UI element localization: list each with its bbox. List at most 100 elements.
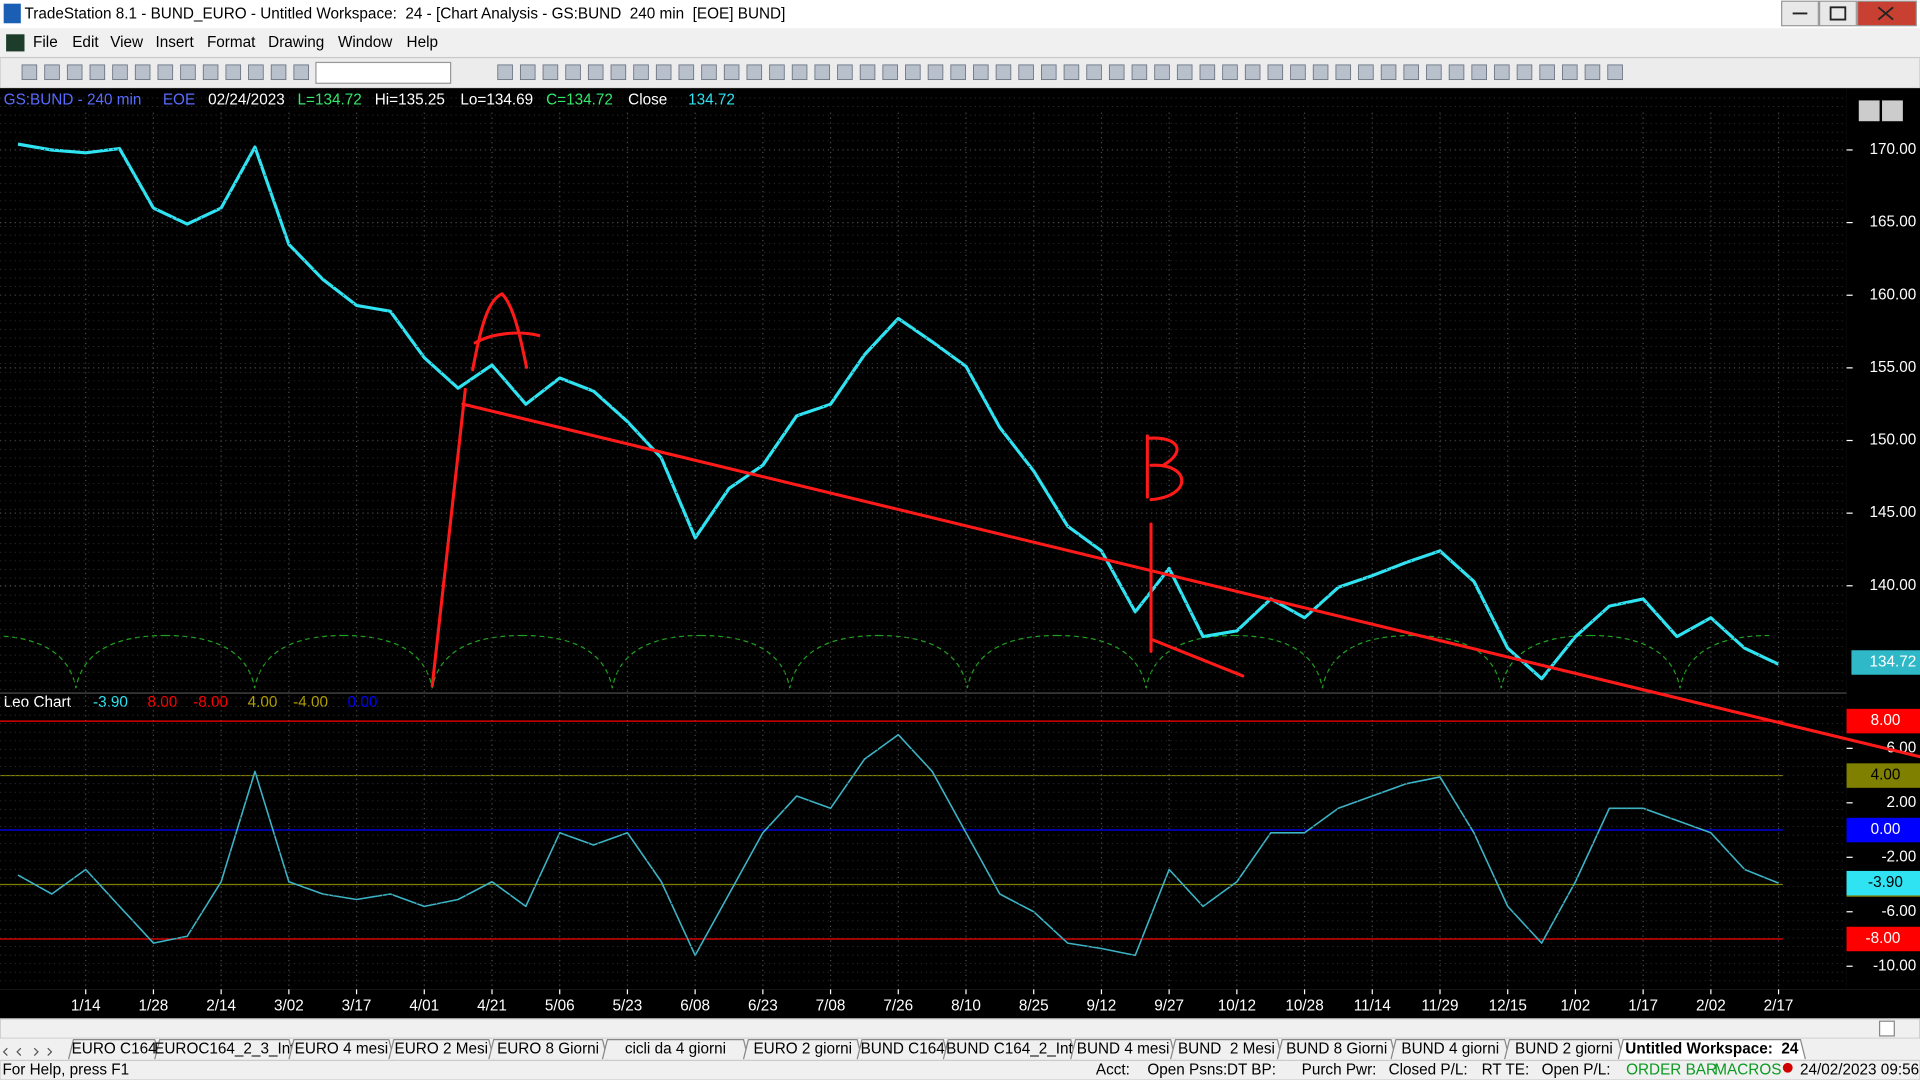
toolbar-button[interactable] [859, 64, 876, 81]
scroll-bar[interactable] [0, 1018, 1920, 1039]
toolbar-button[interactable] [202, 64, 219, 81]
toolbar-dropdown[interactable] [315, 61, 452, 84]
toolbar-button[interactable] [1131, 64, 1148, 81]
toolbar-button[interactable] [1199, 64, 1216, 81]
toolbar-button[interactable] [1176, 64, 1193, 81]
toolbar-button[interactable] [610, 64, 627, 81]
toolbar-button[interactable] [1290, 64, 1306, 81]
toolbar-button[interactable] [655, 64, 672, 81]
tab-label[interactable]: BUND C164 [861, 1040, 946, 1057]
tab-label[interactable]: BUND 4 mesi [1077, 1040, 1170, 1057]
toolbar-button[interactable] [791, 64, 808, 81]
toolbar-button[interactable] [1426, 64, 1442, 81]
toolbar-button[interactable] [950, 64, 966, 81]
tab-label[interactable]: BUND 4 giorni [1401, 1040, 1499, 1057]
toolbar-button[interactable] [927, 64, 944, 81]
toolbar-button[interactable] [519, 64, 536, 81]
menu-item[interactable]: Insert [156, 34, 195, 51]
toolbar-button[interactable] [89, 64, 106, 81]
toolbar-button[interactable] [1516, 64, 1533, 81]
menu-item[interactable]: File [33, 34, 58, 51]
toolbar-button[interactable] [769, 64, 785, 81]
menu-item[interactable]: Format [207, 34, 256, 51]
toolbar-button[interactable] [66, 64, 83, 81]
toolbar-button[interactable] [1562, 64, 1578, 81]
toolbar-button[interactable] [21, 64, 38, 81]
minimize-button[interactable] [1781, 0, 1819, 27]
tab-label[interactable]: EURO 2 Mesi [395, 1040, 489, 1057]
toolbar-button[interactable] [1448, 64, 1465, 81]
toolbar-button[interactable] [837, 64, 853, 81]
tab-label[interactable]: EURO C164 [72, 1040, 158, 1057]
toolbar-button[interactable] [905, 64, 921, 81]
tab-label[interactable]: BUND 2 giorni [1515, 1040, 1613, 1057]
toolbar-button[interactable] [1335, 64, 1352, 81]
scroll-thumb[interactable] [1878, 1020, 1895, 1037]
toolbar-button[interactable] [1494, 64, 1510, 81]
menu-item[interactable]: Edit [72, 34, 99, 51]
toolbar-button[interactable] [565, 64, 581, 81]
tab-label[interactable]: EURO 8 Giorni [497, 1040, 599, 1057]
toolbar-button[interactable] [1380, 64, 1397, 81]
toolbar-button[interactable] [44, 64, 60, 81]
tab-label[interactable]: BUND C164_2_Int [946, 1040, 1073, 1057]
toolbar-button[interactable] [112, 64, 128, 81]
tab[interactable] [1617, 1038, 1806, 1060]
toolbar-button[interactable] [1154, 64, 1170, 81]
toolbar-button[interactable] [587, 64, 604, 81]
panel-restore[interactable] [1882, 100, 1903, 122]
status-field[interactable]: MACROS [1714, 1061, 1781, 1078]
menu-item[interactable]: Window [338, 34, 393, 51]
toolbar-button[interactable] [723, 64, 740, 81]
toolbar-button[interactable] [746, 64, 763, 81]
tab-nav-arrows[interactable] [2, 1047, 53, 1056]
toolbar-button[interactable] [1086, 64, 1102, 81]
toolbar-button[interactable] [134, 64, 151, 81]
toolbar-button[interactable] [1018, 64, 1034, 81]
menu-item[interactable]: Help [407, 34, 438, 51]
toolbar-button[interactable] [1471, 64, 1487, 81]
toolbar-button[interactable] [995, 64, 1012, 81]
toolbar-button[interactable] [1584, 64, 1601, 81]
status-field: RT TE: [1482, 1061, 1530, 1078]
toolbar-button[interactable] [1358, 64, 1374, 81]
toolbar-button[interactable] [1063, 64, 1080, 81]
toolbar-button[interactable] [1607, 64, 1623, 81]
toolbar-button[interactable] [293, 64, 309, 81]
toolbar-button[interactable] [1403, 64, 1419, 81]
x-tick-label: 9/27 [1154, 998, 1184, 1015]
panel-minimize[interactable] [1858, 100, 1880, 122]
toolbar-button[interactable] [270, 64, 287, 81]
tab-label[interactable]: EURO 4 mesi [295, 1040, 389, 1057]
menu-item[interactable]: View [110, 34, 144, 51]
toolbar-button[interactable] [1244, 64, 1261, 81]
toolbar-button[interactable] [882, 64, 898, 81]
tab-label[interactable]: BUND 2 Mesi [1178, 1040, 1275, 1057]
toolbar-button[interactable] [1041, 64, 1057, 81]
toolbar-button[interactable] [157, 64, 174, 81]
toolbar-button[interactable] [1267, 64, 1284, 81]
tab-label[interactable]: Untitled Workspace: 24 [1625, 1040, 1799, 1057]
tab-label[interactable]: BUND 8 Giorni [1286, 1040, 1387, 1057]
toolbar-button[interactable] [1222, 64, 1238, 81]
toolbar-button[interactable] [542, 64, 559, 81]
toolbar-button[interactable] [1108, 64, 1125, 81]
menu-item[interactable]: Drawing [268, 34, 324, 51]
toolbar-button[interactable] [814, 64, 831, 81]
toolbar-button[interactable] [1539, 64, 1555, 81]
tab-label[interactable]: cicli da 4 giorni [625, 1040, 726, 1057]
maximize-button[interactable] [1818, 0, 1857, 27]
tab-label[interactable]: EUROC164_2_3_Int [154, 1040, 295, 1057]
toolbar-button[interactable] [678, 64, 695, 81]
toolbar-button[interactable] [497, 64, 513, 81]
toolbar-button[interactable] [633, 64, 649, 81]
status-field[interactable]: ORDER BAR [1626, 1061, 1717, 1078]
x-tick-label: 11/14 [1354, 998, 1392, 1015]
toolbar-button[interactable] [225, 64, 242, 81]
toolbar-button[interactable] [180, 64, 196, 81]
toolbar-button[interactable] [1312, 64, 1329, 81]
toolbar-button[interactable] [973, 64, 989, 81]
tab-label[interactable]: EURO 2 giorni [753, 1040, 852, 1057]
toolbar-button[interactable] [248, 64, 264, 81]
toolbar-button[interactable] [701, 64, 717, 81]
